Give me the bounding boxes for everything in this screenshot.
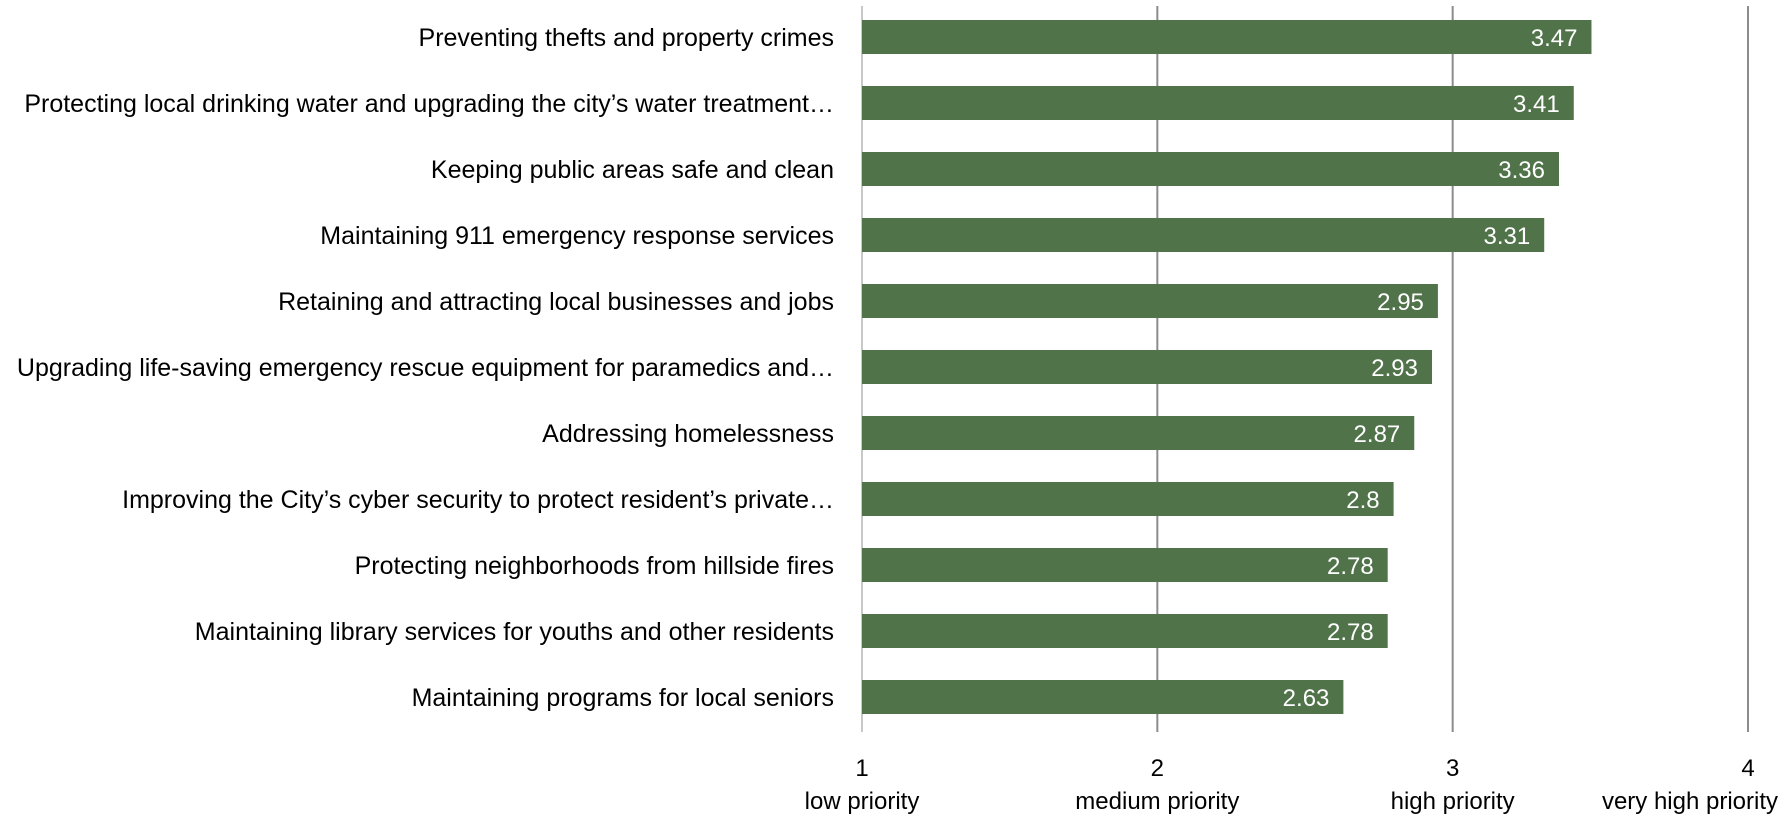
bar bbox=[862, 350, 1432, 384]
category-label: Maintaining programs for local seniors bbox=[412, 684, 834, 712]
value-label: 3.36 bbox=[1498, 157, 1545, 184]
category-label: Preventing thefts and property crimes bbox=[419, 24, 834, 52]
value-label: 2.87 bbox=[1354, 421, 1401, 448]
category-label: Protecting neighborhoods from hillside f… bbox=[355, 552, 834, 580]
value-label: 3.47 bbox=[1531, 25, 1578, 52]
x-tick-label: 3 bbox=[1446, 755, 1459, 782]
bar bbox=[862, 152, 1559, 186]
value-label: 2.95 bbox=[1377, 289, 1424, 316]
bars bbox=[862, 20, 1592, 714]
x-tick-sublabel: low priority bbox=[805, 788, 920, 814]
category-label: Upgrading life-saving emergency rescue e… bbox=[17, 354, 834, 382]
bar bbox=[862, 218, 1545, 252]
value-label: 2.78 bbox=[1327, 553, 1374, 580]
x-tick-label: 1 bbox=[855, 755, 868, 782]
category-labels: Preventing thefts and property crimes Pro… bbox=[17, 24, 834, 712]
bar bbox=[862, 284, 1438, 318]
bar bbox=[862, 20, 1592, 54]
category-label: Protecting local drinking water and upgr… bbox=[24, 90, 834, 118]
value-label: 2.63 bbox=[1283, 685, 1330, 712]
value-label: 2.78 bbox=[1327, 619, 1374, 646]
category-label: Keeping public areas safe and clean bbox=[431, 156, 834, 184]
x-tick-sublabel: high priority bbox=[1391, 788, 1515, 814]
value-label: 2.8 bbox=[1346, 487, 1379, 514]
value-labels: 3.47 3.41 3.36 3.31 2.95 2.93 2.87 2.8 2.78 2.78 2… bbox=[1283, 25, 1578, 712]
bar bbox=[862, 416, 1415, 450]
x-tick-sublabel: very high priority bbox=[1602, 788, 1778, 814]
category-label: Maintaining 911 emergency response servi… bbox=[320, 222, 834, 250]
category-label: Retaining and attracting local businesse… bbox=[278, 288, 834, 316]
value-label: 3.31 bbox=[1484, 223, 1531, 250]
category-label: Addressing homelessness bbox=[542, 420, 834, 448]
bar bbox=[862, 482, 1394, 516]
category-label: Improving the City’s cyber security to p… bbox=[122, 486, 834, 514]
category-label: Maintaining library services for youths … bbox=[195, 618, 834, 646]
x-tick-label: 2 bbox=[1151, 755, 1164, 782]
value-label: 3.41 bbox=[1513, 91, 1560, 118]
bar bbox=[862, 614, 1388, 648]
x-tick-label: 4 bbox=[1741, 755, 1754, 782]
x-axis-ticks: 1 low priority 2 medium priority 3 high prior… bbox=[805, 755, 1778, 814]
bar bbox=[862, 548, 1388, 582]
x-tick-sublabel: medium priority bbox=[1075, 788, 1239, 814]
bar bbox=[862, 680, 1344, 714]
value-label: 2.93 bbox=[1371, 355, 1418, 382]
bar bbox=[862, 86, 1574, 120]
